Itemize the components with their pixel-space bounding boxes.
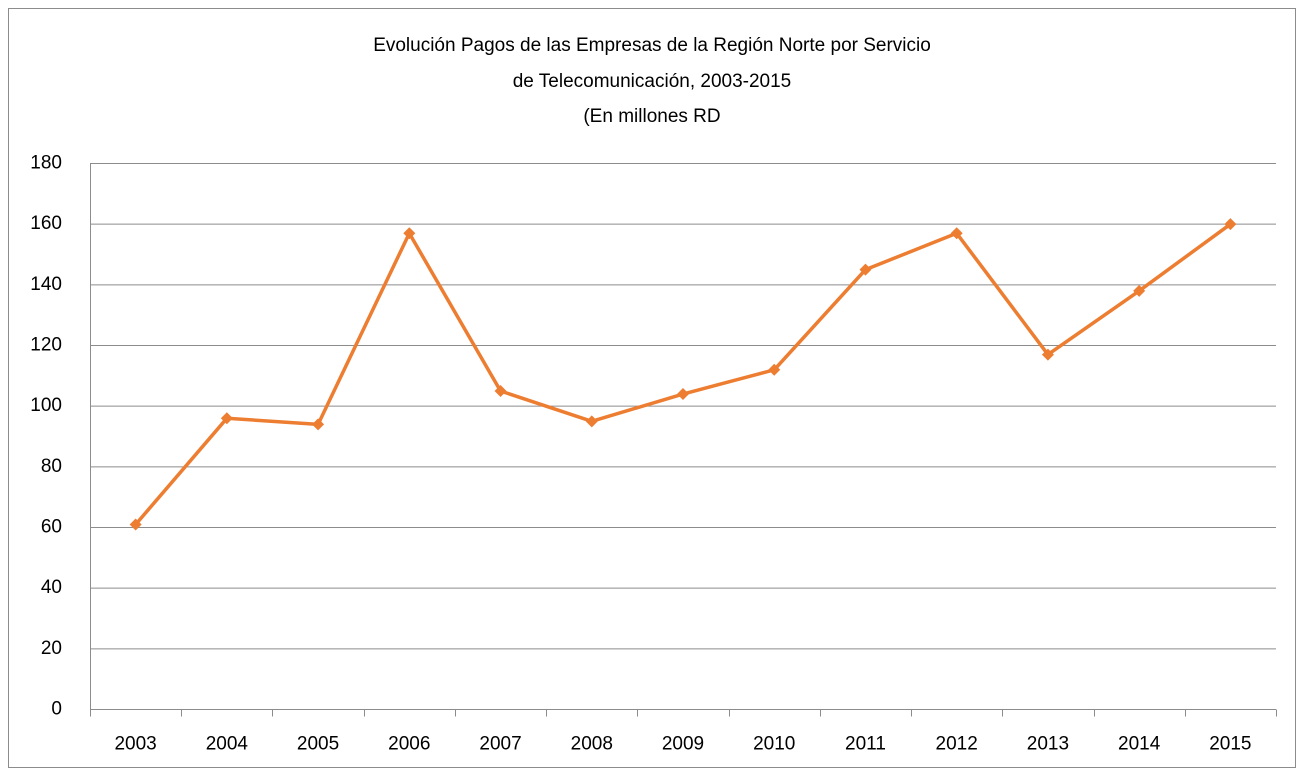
marker bbox=[220, 412, 233, 425]
x-tick-label: 2003 bbox=[114, 734, 156, 755]
marker bbox=[1041, 348, 1054, 361]
chart-title: (En millones RD bbox=[583, 106, 720, 127]
x-tick-label: 2013 bbox=[1027, 734, 1069, 755]
x-tick-label: 2012 bbox=[936, 734, 978, 755]
x-tick-label: 2008 bbox=[571, 734, 613, 755]
x-tick-label: 2005 bbox=[297, 734, 339, 755]
marker bbox=[403, 227, 416, 240]
x-tick-label: 2015 bbox=[1209, 734, 1251, 755]
chart-border bbox=[8, 8, 1296, 768]
marker bbox=[1224, 218, 1237, 231]
chart-title: Evolución Pagos de las Empresas de la Re… bbox=[373, 35, 931, 56]
marker bbox=[677, 388, 689, 401]
marker bbox=[859, 263, 872, 276]
y-tick-label: 20 bbox=[41, 638, 62, 659]
marker bbox=[129, 518, 142, 531]
y-tick-label: 60 bbox=[41, 517, 62, 538]
marker bbox=[950, 227, 963, 240]
y-tick-label: 180 bbox=[30, 153, 62, 174]
x-tick-label: 2010 bbox=[753, 734, 795, 755]
y-tick-label: 100 bbox=[30, 395, 62, 416]
x-tick-label: 2014 bbox=[1118, 734, 1161, 755]
marker bbox=[312, 418, 325, 431]
marker bbox=[585, 415, 598, 428]
marker bbox=[494, 385, 507, 397]
x-tick-label: 2009 bbox=[662, 734, 704, 755]
y-tick-label: 80 bbox=[41, 456, 62, 477]
x-tick-label: 2004 bbox=[206, 734, 249, 755]
y-tick-label: 40 bbox=[41, 577, 62, 598]
x-tick-label: 2007 bbox=[479, 734, 521, 755]
marker bbox=[768, 363, 781, 376]
x-tick-label: 2006 bbox=[388, 734, 430, 755]
y-tick-label: 140 bbox=[30, 274, 62, 295]
marker bbox=[1133, 284, 1146, 297]
y-tick-label: 120 bbox=[30, 335, 62, 356]
chart-title: de Telecomunicación, 2003-2015 bbox=[513, 71, 792, 92]
y-tick-label: 160 bbox=[30, 213, 62, 234]
x-tick-label: 2011 bbox=[845, 734, 886, 755]
y-tick-label: 0 bbox=[51, 699, 62, 720]
